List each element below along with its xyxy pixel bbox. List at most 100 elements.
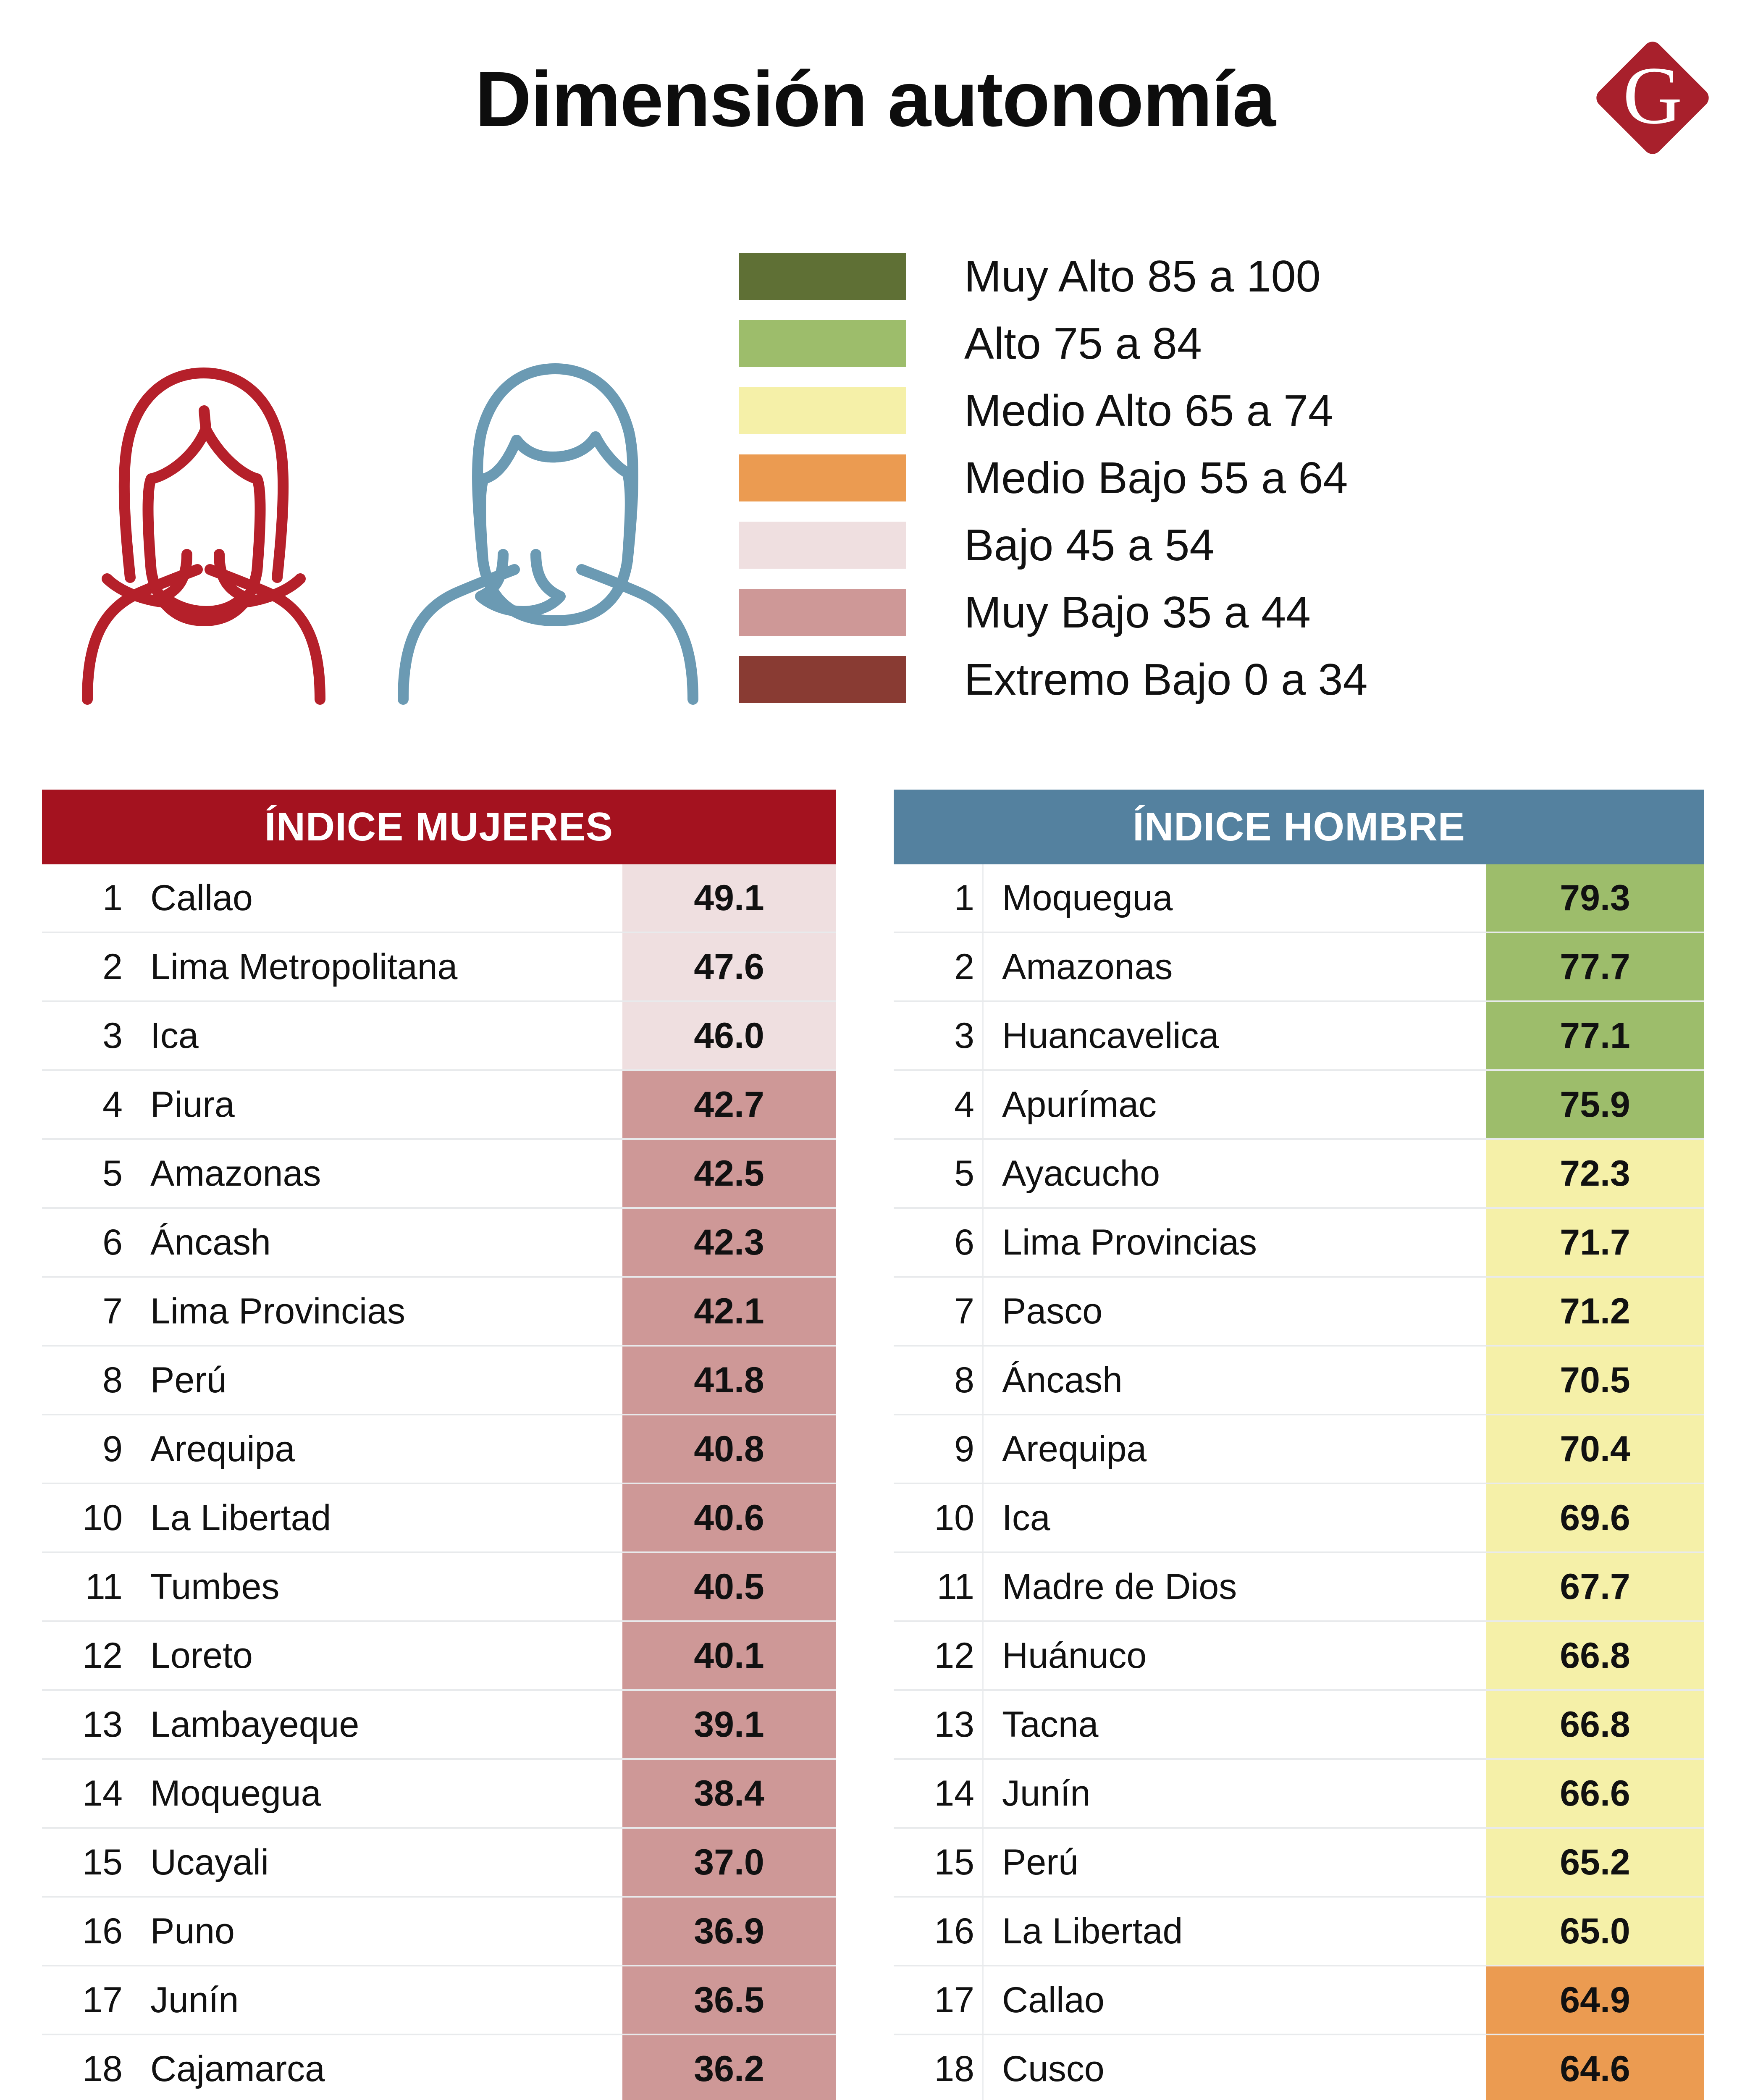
cell-region-name: Áncash <box>982 1347 1486 1414</box>
cell-rank: 6 <box>954 1222 974 1263</box>
cell-index-value: 66.6 <box>1486 1760 1704 1827</box>
table-row: 13 Lambayeque 39.1 <box>42 1691 836 1760</box>
table-row: 11 Tumbes 40.5 <box>42 1553 836 1622</box>
cell-rank: 4 <box>954 1084 974 1125</box>
legend-item: Muy Alto 85 a 100 <box>739 243 1537 310</box>
table-rows-mujeres: 1 Callao 49.1 2 Lima Metropolitana 47.6 3 Ica 46… <box>42 864 836 2100</box>
cell-index-value: 65.0 <box>1486 1898 1704 1965</box>
legend-color-swatch <box>739 589 906 636</box>
cell-index-value: 71.2 <box>1486 1278 1704 1345</box>
cell-index-value: 75.9 <box>1486 1071 1704 1138</box>
cell-index-value: 41.8 <box>622 1347 836 1414</box>
cell-rank: 2 <box>954 946 974 987</box>
cell-region-name: Callao <box>982 1966 1486 2034</box>
legend-item: Medio Bajo 55 a 64 <box>739 444 1537 512</box>
table-row: 14 Junín 66.6 <box>894 1760 1704 1829</box>
table-row: 4 Apurímac 75.9 <box>894 1071 1704 1140</box>
cell-region-name: Arequipa <box>982 1415 1486 1483</box>
cell-index-value: 69.6 <box>1486 1484 1704 1551</box>
cell-region-name: Arequipa <box>150 1428 295 1469</box>
cell-index-value: 72.3 <box>1486 1140 1704 1207</box>
cell-rank: 17 <box>934 1979 974 2020</box>
cell-rank: 16 <box>82 1911 123 1951</box>
table-indice-hombre: ÍNDICE HOMBRE 1 Moquegua 79.3 2 Amazonas 77.7… <box>894 790 1704 2100</box>
table-row: 13 Tacna 66.8 <box>894 1691 1704 1760</box>
cell-region-name: Moquegua <box>150 1773 321 1814</box>
cell-region-name: Lima Provincias <box>150 1291 405 1331</box>
cell-index-value: 79.3 <box>1486 864 1704 932</box>
table-row: 10 Ica 69.6 <box>894 1484 1704 1553</box>
cell-rank: 12 <box>82 1635 123 1676</box>
cell-rank: 3 <box>102 1015 123 1056</box>
cell-rank: 14 <box>82 1773 123 1814</box>
cell-index-value: 40.6 <box>622 1484 836 1551</box>
legend-label: Medio Alto 65 a 74 <box>964 386 1333 436</box>
cell-region-name: Tumbes <box>150 1566 280 1607</box>
legend-label: Medio Bajo 55 a 64 <box>964 453 1348 503</box>
cell-index-value: 64.9 <box>1486 1966 1704 2034</box>
cell-rank: 5 <box>102 1153 123 1194</box>
legend-item: Medio Alto 65 a 74 <box>739 377 1537 444</box>
page-header: Dimensión autonomía G <box>0 0 1750 202</box>
legend-item: Extremo Bajo 0 a 34 <box>739 646 1537 713</box>
legend-color-swatch <box>739 454 906 501</box>
cell-index-value: 40.5 <box>622 1553 836 1620</box>
cell-index-value: 77.1 <box>1486 1002 1704 1069</box>
cell-rank: 10 <box>82 1497 123 1538</box>
cell-region-name: Áncash <box>150 1222 271 1263</box>
legend-label: Bajo 45 a 54 <box>964 520 1215 570</box>
legend-color-swatch <box>739 320 906 367</box>
cell-index-value: 40.8 <box>622 1415 836 1483</box>
cell-index-value: 71.7 <box>1486 1209 1704 1276</box>
table-row: 12 Huánuco 66.8 <box>894 1622 1704 1691</box>
cell-index-value: 37.0 <box>622 1829 836 1896</box>
cell-index-value: 42.3 <box>622 1209 836 1276</box>
cell-rank: 15 <box>934 1842 974 1882</box>
table-header-mujeres: ÍNDICE MUJERES <box>42 790 836 864</box>
legend-label: Extremo Bajo 0 a 34 <box>964 654 1368 704</box>
table-row: 10 La Libertad 40.6 <box>42 1484 836 1553</box>
legend-item: Muy Bajo 35 a 44 <box>739 579 1537 646</box>
cell-index-value: 70.4 <box>1486 1415 1704 1483</box>
cell-region-name: Pasco <box>982 1278 1486 1345</box>
table-row: 2 Lima Metropolitana 47.6 <box>42 933 836 1002</box>
table-row: 8 Áncash 70.5 <box>894 1347 1704 1415</box>
woman-icon <box>82 368 325 705</box>
table-row: 2 Amazonas 77.7 <box>894 933 1704 1002</box>
cell-rank: 4 <box>102 1084 123 1125</box>
cell-region-name: Ucayali <box>150 1842 269 1882</box>
gestion-logo-icon: G <box>1592 37 1713 159</box>
gender-illustration <box>63 319 714 706</box>
cell-region-name: Cusco <box>982 2035 1486 2100</box>
table-row: 9 Arequipa 40.8 <box>42 1415 836 1484</box>
table-row: 1 Moquegua 79.3 <box>894 864 1704 933</box>
cell-rank: 16 <box>934 1911 974 1951</box>
cell-region-name: La Libertad <box>982 1898 1486 1965</box>
cell-region-name: Junín <box>150 1979 239 2020</box>
cell-rank: 8 <box>102 1360 123 1400</box>
legend-item: Bajo 45 a 54 <box>739 512 1537 579</box>
table-row: 16 La Libertad 65.0 <box>894 1898 1704 1966</box>
cell-rank: 15 <box>82 1842 123 1882</box>
table-row: 5 Amazonas 42.5 <box>42 1140 836 1209</box>
cell-rank: 10 <box>934 1497 974 1538</box>
cell-index-value: 70.5 <box>1486 1347 1704 1414</box>
table-row: 17 Junín 36.5 <box>42 1966 836 2035</box>
cell-index-value: 65.2 <box>1486 1829 1704 1896</box>
cell-rank: 18 <box>934 2048 974 2089</box>
cell-index-value: 39.1 <box>622 1691 836 1758</box>
cell-region-name: La Libertad <box>150 1497 331 1538</box>
table-row: 18 Cajamarca 36.2 <box>42 2035 836 2100</box>
table-row: 6 Lima Provincias 71.7 <box>894 1209 1704 1278</box>
cell-index-value: 77.7 <box>1486 933 1704 1000</box>
table-row: 7 Lima Provincias 42.1 <box>42 1278 836 1347</box>
cell-region-name: Lima Provincias <box>982 1209 1486 1276</box>
cell-rank: 13 <box>82 1704 123 1745</box>
legend-label: Muy Bajo 35 a 44 <box>964 587 1311 637</box>
cell-rank: 11 <box>937 1566 974 1607</box>
cell-index-value: 46.0 <box>622 1002 836 1069</box>
table-row: 7 Pasco 71.2 <box>894 1278 1704 1347</box>
cell-rank: 8 <box>954 1360 974 1400</box>
cell-rank: 7 <box>102 1291 123 1331</box>
logo-letter: G <box>1623 50 1682 141</box>
